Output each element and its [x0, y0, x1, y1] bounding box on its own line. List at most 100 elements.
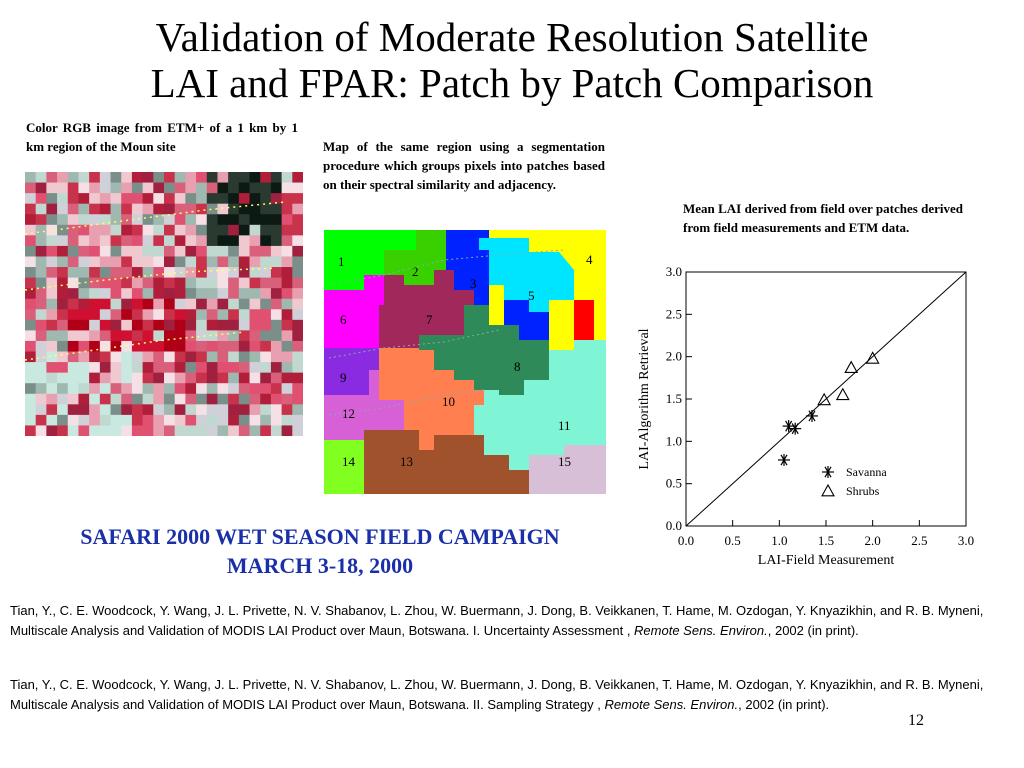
image-pixel [206, 214, 219, 226]
image-pixel [228, 172, 240, 184]
image-pixel [228, 425, 240, 436]
y-tick-label: 2.0 [666, 349, 682, 364]
image-pixel [142, 393, 154, 405]
image-pixel [142, 214, 154, 226]
image-pixel [131, 214, 144, 226]
image-pixel [260, 414, 272, 427]
image-pixel [110, 351, 122, 363]
image-pixel [46, 393, 58, 405]
image-pixel [196, 340, 208, 353]
image-pixel [249, 288, 261, 300]
image-pixel [185, 267, 197, 279]
image-pixel [281, 309, 293, 321]
image-pixel [164, 256, 176, 268]
image-pixel [196, 182, 208, 194]
image-pixel [153, 383, 165, 395]
reference-1-tail: , 2002 (in print). [767, 623, 859, 638]
image-pixel [249, 298, 261, 310]
image-pixel [281, 319, 293, 331]
image-pixel [292, 309, 303, 321]
image-pixel [110, 288, 122, 300]
image-pixel [57, 288, 69, 300]
image-pixel [142, 267, 154, 279]
image-pixel [35, 298, 47, 310]
image-pixel [57, 309, 69, 321]
image-pixel [78, 193, 90, 205]
image-pixel [153, 372, 165, 384]
image-pixel [78, 235, 90, 247]
image-pixel [217, 214, 229, 226]
image-pixel [238, 330, 251, 342]
image-pixel [174, 193, 186, 205]
image-pixel [206, 340, 219, 353]
image-pixel [78, 372, 90, 384]
image-pixel [99, 224, 112, 236]
image-pixel [281, 245, 293, 258]
image-pixel [153, 182, 165, 194]
point-shrubs-1 [835, 387, 850, 401]
image-pixel [174, 340, 186, 353]
image-pixel [57, 330, 69, 342]
image-pixel [164, 340, 176, 353]
image-pixel [174, 319, 186, 331]
image-pixel [46, 351, 58, 363]
image-pixel [164, 245, 176, 258]
image-pixel [25, 372, 37, 384]
title-line-2: LAI and FPAR: Patch by Patch Comparison [150, 60, 874, 106]
x-tick-label: 1.0 [771, 533, 787, 548]
image-pixel [164, 203, 176, 215]
image-pixel [89, 193, 101, 205]
point-shrubs-0 [817, 392, 832, 406]
image-pixel [164, 393, 176, 405]
image-pixel [67, 172, 80, 184]
image-pixel [174, 172, 186, 184]
image-pixel [25, 172, 37, 184]
image-pixel [89, 224, 101, 236]
image-pixel [185, 330, 197, 342]
image-pixel [131, 372, 144, 384]
image-pixel [67, 372, 80, 384]
image-pixel [99, 340, 112, 353]
image-pixel [89, 214, 101, 226]
image-pixel [281, 267, 293, 279]
patch-label-2: 2 [412, 264, 419, 279]
image-pixel [206, 267, 219, 279]
reference-1: Tian, Y., C. E. Woodcock, Y. Wang, J. L.… [10, 601, 985, 641]
image-pixel [131, 351, 144, 363]
image-pixel [196, 256, 208, 268]
image-pixel [99, 203, 112, 215]
image-pixel [35, 235, 47, 247]
image-pixel [270, 267, 283, 279]
image-pixel [67, 193, 80, 205]
image-pixel [99, 182, 112, 194]
image-pixel [217, 340, 229, 353]
image-pixel [281, 362, 293, 374]
image-pixel [228, 362, 240, 374]
image-pixel [25, 362, 37, 374]
image-pixel [99, 298, 112, 310]
image-pixel [217, 203, 229, 215]
image-pixel [164, 425, 176, 436]
image-pixel [57, 267, 69, 279]
image-pixel [110, 193, 122, 205]
patch-label-10: 10 [442, 394, 455, 409]
image-pixel [89, 404, 101, 416]
image-pixel [270, 203, 283, 215]
image-pixel [110, 267, 122, 279]
image-pixel [238, 425, 251, 436]
image-pixel [142, 309, 154, 321]
image-pixel [185, 372, 197, 384]
patch-11 [474, 340, 606, 470]
image-pixel [292, 277, 303, 289]
image-pixel [238, 298, 251, 310]
image-pixel [292, 267, 303, 279]
image-pixel [228, 182, 240, 194]
image-pixel [206, 319, 219, 331]
image-pixel [89, 383, 101, 395]
image-pixel [206, 235, 219, 247]
image-pixel [153, 203, 165, 215]
image-pixel [196, 319, 208, 331]
image-pixel [249, 372, 261, 384]
image-pixel [67, 277, 80, 289]
image-pixel [78, 330, 90, 342]
